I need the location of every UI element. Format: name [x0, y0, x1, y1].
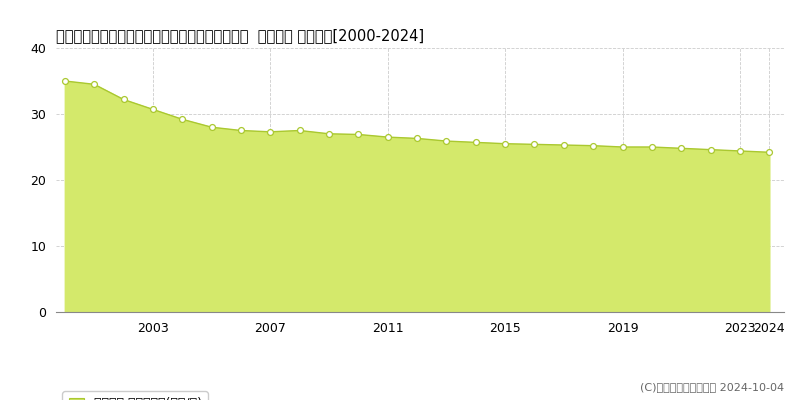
Point — [498, 140, 511, 147]
Point — [294, 127, 306, 134]
Point — [382, 134, 394, 140]
Point — [117, 96, 130, 103]
Point — [734, 148, 746, 154]
Point — [264, 129, 277, 135]
Legend: 基準地価 平均坪単価(万円/坪): 基準地価 平均坪単価(万円/坪) — [62, 391, 208, 400]
Point — [88, 81, 101, 88]
Point — [528, 141, 541, 148]
Point — [646, 144, 658, 150]
Point — [558, 142, 570, 148]
Point — [586, 142, 599, 149]
Point — [763, 149, 776, 156]
Point — [234, 127, 247, 134]
Text: (C)土地価格ドットコム 2024-10-04: (C)土地価格ドットコム 2024-10-04 — [640, 382, 784, 392]
Point — [470, 139, 482, 146]
Point — [440, 138, 453, 144]
Point — [410, 135, 423, 142]
Point — [176, 116, 189, 122]
Point — [352, 131, 365, 138]
Point — [58, 78, 71, 84]
Point — [322, 130, 335, 137]
Point — [146, 106, 159, 112]
Point — [616, 144, 629, 150]
Text: 愛知県海部郡大治町大字鎌須賀字郷前１２６番１  基準地価 地価推移[2000-2024]: 愛知県海部郡大治町大字鎌須賀字郷前１２６番１ 基準地価 地価推移[2000-20… — [56, 28, 424, 43]
Point — [205, 124, 218, 130]
Point — [704, 146, 717, 153]
Point — [675, 145, 688, 152]
